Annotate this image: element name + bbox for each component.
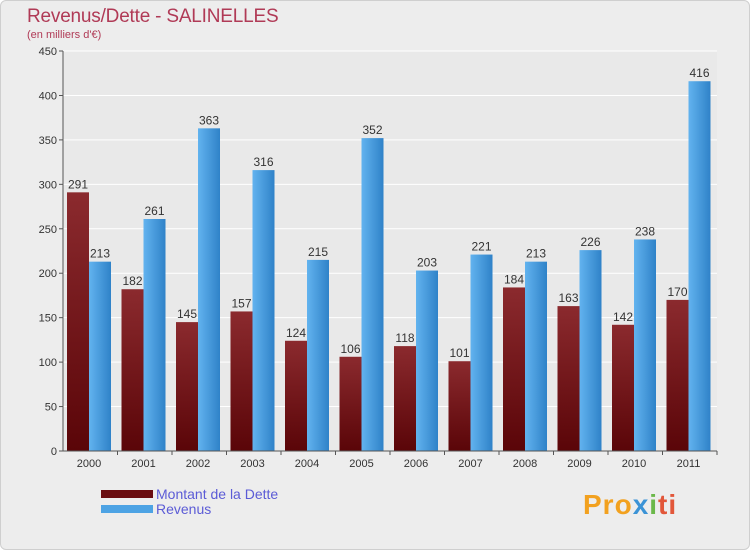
value-label-revenus-2003: 316 [253, 155, 273, 169]
value-label-revenus-2007: 221 [471, 240, 491, 254]
chart-title: Revenus/Dette - SALINELLES [27, 6, 279, 27]
value-label-revenus-2002: 363 [199, 113, 219, 127]
value-label-debt-2005: 106 [340, 342, 360, 356]
bar-debt-2010 [612, 324, 634, 451]
bar-revenus-2000 [89, 261, 111, 451]
legend-swatch-debt [101, 490, 153, 498]
bar-revenus-2008 [525, 261, 547, 451]
value-label-revenus-2000: 213 [90, 247, 110, 261]
bar-revenus-2011 [688, 81, 711, 451]
value-label-debt-2010: 142 [613, 310, 633, 324]
gridlines [63, 50, 717, 452]
value-label-debt-2011: 170 [667, 285, 687, 299]
value-label-debt-2002: 145 [177, 307, 197, 321]
bar-revenus-2004 [307, 259, 329, 451]
x-tick-label-2003: 2003 [240, 458, 264, 470]
bar-debt-2000 [67, 192, 89, 452]
bar-revenus-2010 [634, 239, 656, 451]
value-label-debt-2007: 101 [449, 346, 469, 360]
chart-subtitle: (en milliers d'€) [27, 29, 102, 41]
bar-debt-2004 [285, 340, 307, 451]
value-label-debt-2004: 124 [286, 326, 306, 340]
y-tick-label: 100 [39, 357, 57, 369]
y-tick-label: 450 [39, 46, 57, 58]
proxiti-logo: Proxiti [583, 489, 678, 520]
x-axis: 2000 2001 2002 2003 2004 2005 2006 2007 2008 2009… [63, 450, 718, 470]
x-tick-label-2005: 2005 [349, 458, 373, 470]
legend: Montant de la Dette Revenus [101, 486, 361, 517]
y-axis: 0 50 100 150 200 250 300 350 400 450 [39, 46, 64, 458]
bar-debt-2003 [230, 311, 253, 451]
value-label-revenus-2010: 238 [635, 224, 655, 238]
value-label-debt-2003: 157 [231, 296, 251, 310]
legend-item-revenus: Revenus [101, 501, 361, 517]
x-tick-label-2007: 2007 [458, 458, 482, 470]
value-label-revenus-2009: 226 [580, 235, 600, 249]
bar-debt-2006 [394, 346, 416, 451]
bar-debt-2007 [448, 361, 471, 451]
value-label-debt-2009: 163 [558, 291, 578, 305]
y-tick-label: 300 [39, 179, 57, 191]
bar-debt-2001 [121, 289, 144, 451]
value-label-revenus-2004: 215 [308, 245, 328, 259]
x-tick-label-2004: 2004 [295, 458, 319, 470]
bar-debt-2005 [339, 356, 362, 451]
x-tick-label-2000: 2000 [77, 458, 101, 470]
bar-debt-2008 [503, 287, 525, 451]
bar-revenus-2007 [470, 254, 493, 451]
y-tick-label: 400 [39, 90, 57, 102]
bar-debt-2009 [557, 306, 580, 451]
value-label-debt-2000: 291 [68, 177, 88, 191]
value-label-revenus-2006: 203 [417, 256, 437, 270]
value-label-revenus-2011: 416 [689, 66, 709, 80]
legend-item-debt: Montant de la Dette [101, 486, 361, 502]
value-label-debt-2008: 184 [504, 272, 524, 286]
value-label-debt-2001: 182 [122, 274, 142, 288]
bar-debt-2002 [176, 322, 198, 451]
legend-swatch-revenus [101, 505, 153, 513]
y-tick-label: 250 [39, 224, 57, 236]
bar-revenus-2002 [198, 128, 220, 451]
value-label-revenus-2005: 352 [362, 123, 382, 137]
x-tick-label-2008: 2008 [513, 458, 537, 470]
legend-label-revenus: Revenus [156, 501, 212, 517]
x-tick-label-2011: 2011 [677, 458, 701, 470]
x-tick-label-2001: 2001 [131, 458, 155, 470]
y-tick-label: 50 [45, 402, 57, 414]
bar-revenus-2005 [361, 138, 384, 451]
value-label-revenus-2008: 213 [526, 247, 546, 261]
value-label-revenus-2001: 261 [144, 204, 164, 218]
x-tick-label-2002: 2002 [186, 458, 210, 470]
x-tick-label-2006: 2006 [404, 458, 428, 470]
plot-area [63, 51, 717, 451]
y-tick-label: 0 [51, 446, 57, 458]
value-label-debt-2006: 118 [395, 331, 414, 345]
bar-revenus-2003 [252, 170, 275, 451]
bar-revenus-2006 [416, 270, 438, 451]
legend-label-debt: Montant de la Dette [156, 486, 279, 502]
bar-revenus-2009 [579, 250, 602, 451]
x-tick-label-2010: 2010 [622, 458, 646, 470]
y-tick-label: 150 [39, 313, 57, 325]
x-tick-label-2009: 2009 [567, 458, 591, 470]
bars: 291 213 182 261 145 363 157 316 124 215 106 352 118 2… [67, 66, 711, 452]
y-tick-label: 350 [39, 135, 57, 147]
y-tick-label: 200 [39, 268, 57, 280]
bar-revenus-2001 [143, 219, 166, 451]
bar-debt-2011 [666, 299, 689, 451]
